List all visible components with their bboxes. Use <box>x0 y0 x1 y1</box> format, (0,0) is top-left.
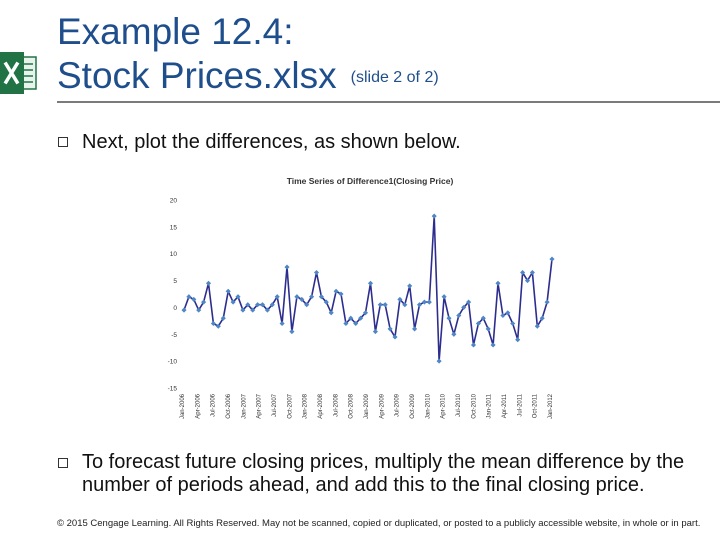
bullet-marker-1 <box>58 137 68 147</box>
x-tick-label: Jul-2010 <box>456 393 462 417</box>
excel-icon <box>0 52 37 94</box>
x-tick-label: Jan-2011 <box>487 393 493 418</box>
x-tick-label: Jan-2008 <box>303 393 309 419</box>
bullet-marker-2 <box>58 458 68 468</box>
data-point <box>544 299 550 305</box>
data-point <box>402 302 408 308</box>
data-point <box>397 296 403 302</box>
x-tick-label: Apr-2007 <box>257 393 263 418</box>
x-tick-label: Oct-2009 <box>410 393 416 418</box>
data-point <box>367 280 374 286</box>
copyright-footer: © 2015 Cengage Learning. All Rights Rese… <box>57 518 701 529</box>
data-point <box>485 326 491 332</box>
data-point <box>377 302 383 308</box>
data-point <box>358 315 364 321</box>
data-point <box>520 269 526 276</box>
data-point <box>407 283 413 289</box>
x-tick-label: Apr-2009 <box>379 393 385 418</box>
data-point <box>309 294 315 300</box>
data-point <box>225 288 231 294</box>
data-point <box>426 299 432 305</box>
data-point <box>186 294 192 300</box>
y-tick-label: 5 <box>173 278 177 285</box>
x-tick-label: Jan-2009 <box>364 393 370 419</box>
data-point <box>348 315 354 321</box>
data-point <box>441 294 447 300</box>
data-point <box>362 310 369 316</box>
data-point <box>284 264 290 270</box>
data-point <box>470 342 477 348</box>
data-point <box>392 334 398 340</box>
data-point <box>436 358 442 364</box>
x-tick-label: Jul-2007 <box>272 393 278 417</box>
data-point <box>250 307 256 313</box>
data-point <box>515 337 521 343</box>
data-point <box>549 256 555 262</box>
data-point <box>279 320 285 327</box>
series-line <box>183 215 553 362</box>
title-line-1: Example 12.4: <box>57 11 294 52</box>
y-tick-label: 10 <box>170 251 178 258</box>
y-tick-label: -5 <box>171 332 177 339</box>
data-point <box>466 299 472 305</box>
x-tick-label: Jan-2010 <box>425 393 431 419</box>
data-point <box>495 280 501 286</box>
data-point <box>201 299 207 305</box>
data-point <box>274 294 280 300</box>
x-tick-label: Apr-2006 <box>195 393 201 418</box>
x-tick-label: Apr-2008 <box>318 393 324 418</box>
data-point <box>220 315 226 321</box>
data-point <box>289 329 295 335</box>
x-tick-label: Apr-2010 <box>441 393 447 418</box>
data-point <box>181 307 187 313</box>
data-point <box>259 302 266 308</box>
x-tick-label: Oct-2010 <box>471 393 477 418</box>
data-point <box>245 302 251 308</box>
x-tick-label: Jan-2012 <box>548 393 554 419</box>
data-point <box>205 280 212 286</box>
title-divider <box>57 101 720 103</box>
data-point <box>323 299 329 305</box>
data-point <box>451 331 457 337</box>
y-tick-label: -10 <box>168 359 178 366</box>
data-point <box>255 302 261 308</box>
data-point <box>304 302 310 308</box>
data-point <box>510 320 516 327</box>
x-tick-label: Oct-2011 <box>533 393 539 418</box>
data-point <box>269 302 275 308</box>
difference-chart: Time Series of Difference1(Closing Price… <box>168 176 555 419</box>
y-tick-label: 20 <box>170 198 178 205</box>
data-point <box>412 326 418 332</box>
y-tick-label: 0 <box>173 305 177 312</box>
x-tick-label: Oct-2008 <box>349 393 355 418</box>
x-tick-label: Jul-2008 <box>333 393 339 417</box>
x-tick-label: Jan-2007 <box>241 393 247 419</box>
x-tick-label: Jul-2011 <box>517 393 523 416</box>
bullet-text-1: Next, plot the differences, as shown bel… <box>82 131 461 153</box>
data-point <box>382 302 388 308</box>
data-point <box>328 310 334 316</box>
data-point <box>313 269 320 276</box>
data-point <box>353 320 359 327</box>
x-tick-label: Apr-2011 <box>502 393 508 418</box>
x-tick-label: Oct-2007 <box>287 393 293 418</box>
data-point <box>446 315 452 321</box>
x-tick-label: Jan-2006 <box>180 393 186 419</box>
y-tick-label: 15 <box>170 224 178 231</box>
title-note: (slide 2 of 2) <box>350 69 439 87</box>
x-tick-label: Oct-2006 <box>226 393 232 418</box>
data-point <box>490 342 496 348</box>
x-tick-label: Jul-2009 <box>395 393 401 417</box>
bullet-text-2: To forecast future closing prices, multi… <box>82 451 685 496</box>
x-tick-label: Jul-2006 <box>211 393 217 417</box>
data-point <box>215 323 221 329</box>
y-tick-label: -15 <box>168 386 178 393</box>
chart-title: Time Series of Difference1(Closing Price… <box>287 176 454 186</box>
data-point <box>333 288 339 294</box>
data-point <box>235 294 241 300</box>
title-line-2: Stock Prices.xlsx <box>57 55 337 96</box>
slide-title: Example 12.4: Stock Prices.xlsx (slide 2 … <box>57 10 439 100</box>
data-point <box>431 213 437 219</box>
data-point <box>372 329 378 335</box>
